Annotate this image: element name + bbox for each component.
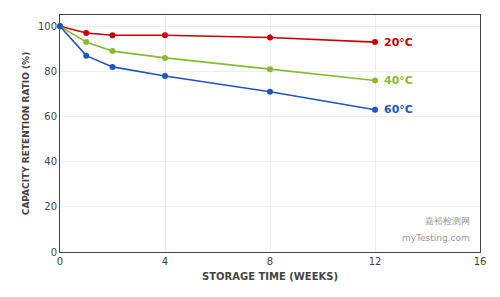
svg-text:0: 0 [57, 256, 63, 267]
svg-text:嘉裕检测网: 嘉裕检测网 [425, 216, 470, 226]
svg-text:20: 20 [44, 201, 57, 212]
svg-text:12: 12 [369, 256, 382, 267]
svg-text:80: 80 [44, 66, 57, 77]
svg-text:40: 40 [44, 156, 57, 167]
svg-text:0: 0 [51, 247, 57, 258]
svg-text:8: 8 [267, 256, 273, 267]
svg-text:20°C: 20°C [384, 36, 413, 49]
svg-text:myTesting.com: myTesting.com [402, 233, 470, 243]
svg-text:60°C: 60°C [384, 103, 413, 116]
svg-text:100: 100 [38, 21, 57, 32]
svg-text:40°C: 40°C [384, 74, 413, 87]
svg-text:60: 60 [44, 111, 57, 122]
svg-text:4: 4 [162, 256, 168, 267]
svg-text:16: 16 [474, 256, 487, 267]
svg-text:CAPACITY RETENTION RATIO (%): CAPACITY RETENTION RATIO (%) [21, 52, 31, 215]
svg-text:STORAGE TIME (WEEKS): STORAGE TIME (WEEKS) [202, 271, 338, 282]
